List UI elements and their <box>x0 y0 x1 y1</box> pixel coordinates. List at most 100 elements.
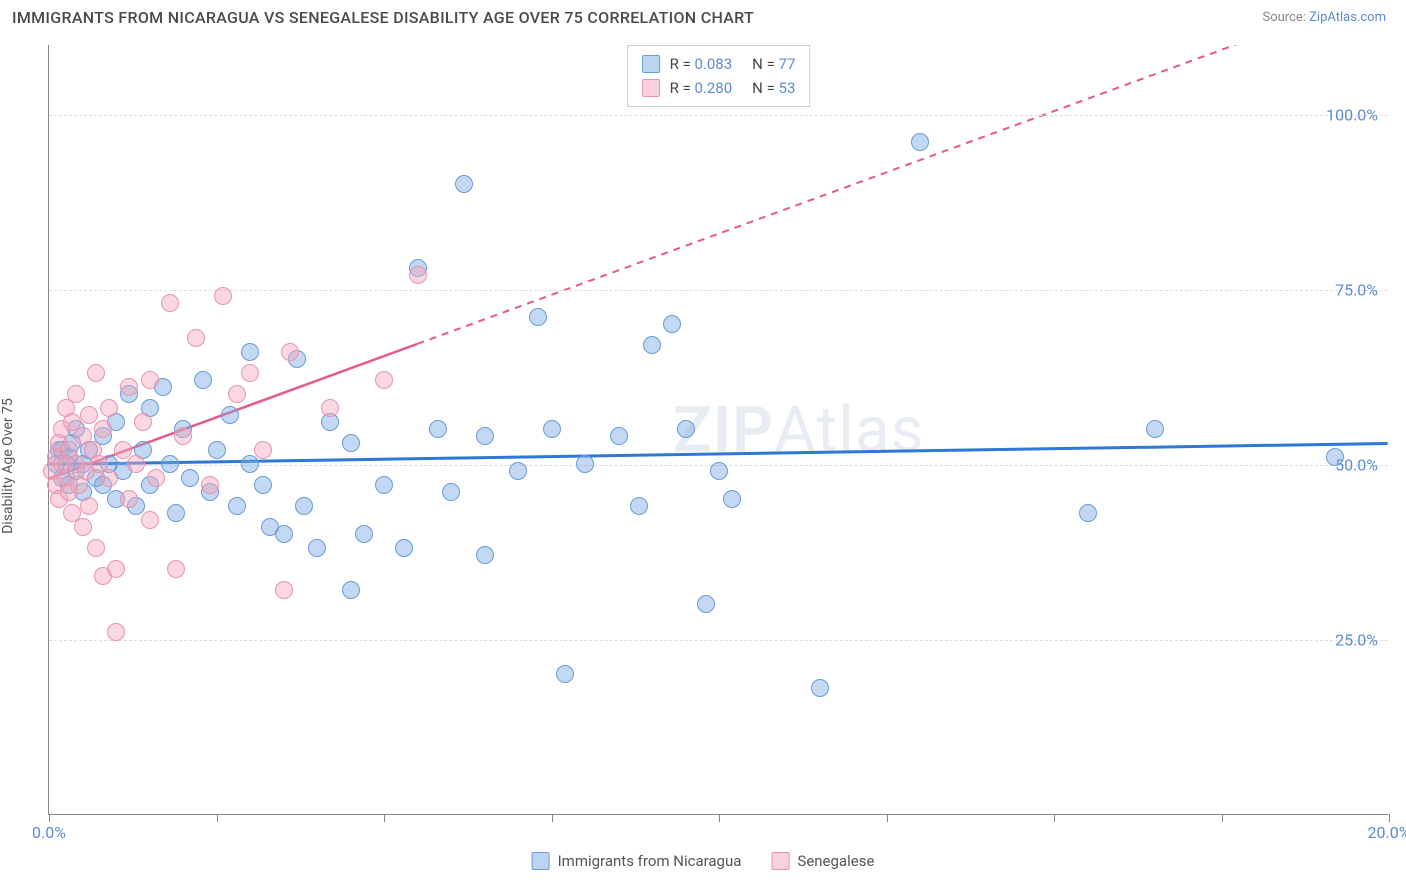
legend-stats-row-pink: R = 0.280 N = 53 <box>642 76 796 100</box>
scatter-point <box>275 525 293 543</box>
scatter-point <box>187 329 205 347</box>
gridline <box>49 290 1388 291</box>
scatter-point <box>254 441 272 459</box>
scatter-point <box>1079 504 1097 522</box>
scatter-point <box>67 385 85 403</box>
y-tick-label: 75.0% <box>1335 281 1378 300</box>
scatter-point <box>208 441 226 459</box>
scatter-point <box>1146 420 1164 438</box>
legend-item-senegalese: Senegalese <box>771 852 874 870</box>
scatter-point <box>677 420 695 438</box>
scatter-point <box>375 476 393 494</box>
scatter-point <box>167 504 185 522</box>
scatter-point <box>254 476 272 494</box>
scatter-point <box>643 336 661 354</box>
scatter-point <box>710 462 728 480</box>
y-tick-label: 100.0% <box>1326 106 1378 125</box>
gridline <box>49 115 1388 116</box>
scatter-point <box>556 665 574 683</box>
scatter-point <box>576 455 594 473</box>
gridline <box>49 640 1388 641</box>
scatter-point <box>295 497 313 515</box>
scatter-point <box>194 371 212 389</box>
legend-item-nicaragua: Immigrants from Nicaragua <box>532 852 742 870</box>
scatter-point <box>281 343 299 361</box>
scatter-point <box>911 133 929 151</box>
scatter-point <box>228 497 246 515</box>
scatter-point <box>455 175 473 193</box>
scatter-point <box>429 420 447 438</box>
scatter-point <box>228 385 246 403</box>
scatter-point <box>201 476 219 494</box>
scatter-point <box>509 462 527 480</box>
x-tick <box>1389 814 1390 822</box>
scatter-point <box>241 455 259 473</box>
scatter-point <box>87 364 105 382</box>
y-axis-label: Disability Age Over 75 <box>0 398 16 534</box>
scatter-point <box>127 455 145 473</box>
x-tick-label: 0.0% <box>32 823 66 842</box>
scatter-point <box>321 399 339 417</box>
chart-title: IMMIGRANTS FROM NICARAGUA VS SENEGALESE … <box>12 8 754 27</box>
legend-series: Immigrants from Nicaragua Senegalese <box>532 852 875 870</box>
source-link[interactable]: ZipAtlas.com <box>1309 10 1386 25</box>
scatter-point <box>610 427 628 445</box>
swatch-pink <box>771 852 789 870</box>
scatter-point <box>114 441 132 459</box>
swatch-blue <box>532 852 550 870</box>
scatter-point <box>409 266 427 284</box>
scatter-point <box>529 308 547 326</box>
scatter-point <box>94 420 112 438</box>
scatter-point <box>141 371 159 389</box>
x-tick-label: 20.0% <box>1368 823 1406 842</box>
scatter-point <box>134 413 152 431</box>
swatch-pink <box>642 79 660 97</box>
scatter-point <box>161 294 179 312</box>
scatter-point <box>80 406 98 424</box>
scatter-point <box>663 315 681 333</box>
scatter-point <box>107 560 125 578</box>
scatter-point <box>342 581 360 599</box>
scatter-point <box>811 679 829 697</box>
scatter-point <box>120 490 138 508</box>
x-tick <box>1222 814 1223 822</box>
scatter-point <box>100 469 118 487</box>
scatter-point <box>74 518 92 536</box>
scatter-point <box>355 525 373 543</box>
scatter-point <box>395 539 413 557</box>
trend-lines <box>49 45 1388 814</box>
x-tick <box>552 814 553 822</box>
scatter-point <box>87 539 105 557</box>
scatter-point <box>375 371 393 389</box>
legend-stats: R = 0.083 N = 77 R = 0.280 N = 53 <box>627 45 811 107</box>
scatter-point <box>80 497 98 515</box>
scatter-point <box>161 455 179 473</box>
scatter-point <box>342 434 360 452</box>
swatch-blue <box>642 55 660 73</box>
scatter-point <box>630 497 648 515</box>
scatter-point <box>141 511 159 529</box>
scatter-point <box>241 364 259 382</box>
legend-stats-row-blue: R = 0.083 N = 77 <box>642 52 796 76</box>
x-tick <box>719 814 720 822</box>
plot-area: ZIPAtlas R = 0.083 N = 77 R = 0.280 N = … <box>48 45 1388 815</box>
scatter-point <box>723 490 741 508</box>
scatter-point <box>308 539 326 557</box>
scatter-point <box>1326 448 1344 466</box>
scatter-point <box>543 420 561 438</box>
scatter-point <box>214 287 232 305</box>
scatter-point <box>181 469 199 487</box>
source-attribution: Source: ZipAtlas.com <box>1262 10 1386 25</box>
chart-header: IMMIGRANTS FROM NICARAGUA VS SENEGALESE … <box>0 0 1406 35</box>
scatter-point <box>120 378 138 396</box>
watermark: ZIPAtlas <box>673 392 925 467</box>
scatter-point <box>697 595 715 613</box>
chart-container: Disability Age Over 75 ZIPAtlas R = 0.08… <box>0 35 1406 880</box>
scatter-point <box>476 427 494 445</box>
scatter-point <box>241 343 259 361</box>
scatter-point <box>442 483 460 501</box>
scatter-point <box>167 560 185 578</box>
scatter-point <box>275 581 293 599</box>
scatter-point <box>147 469 165 487</box>
x-tick <box>49 814 50 822</box>
